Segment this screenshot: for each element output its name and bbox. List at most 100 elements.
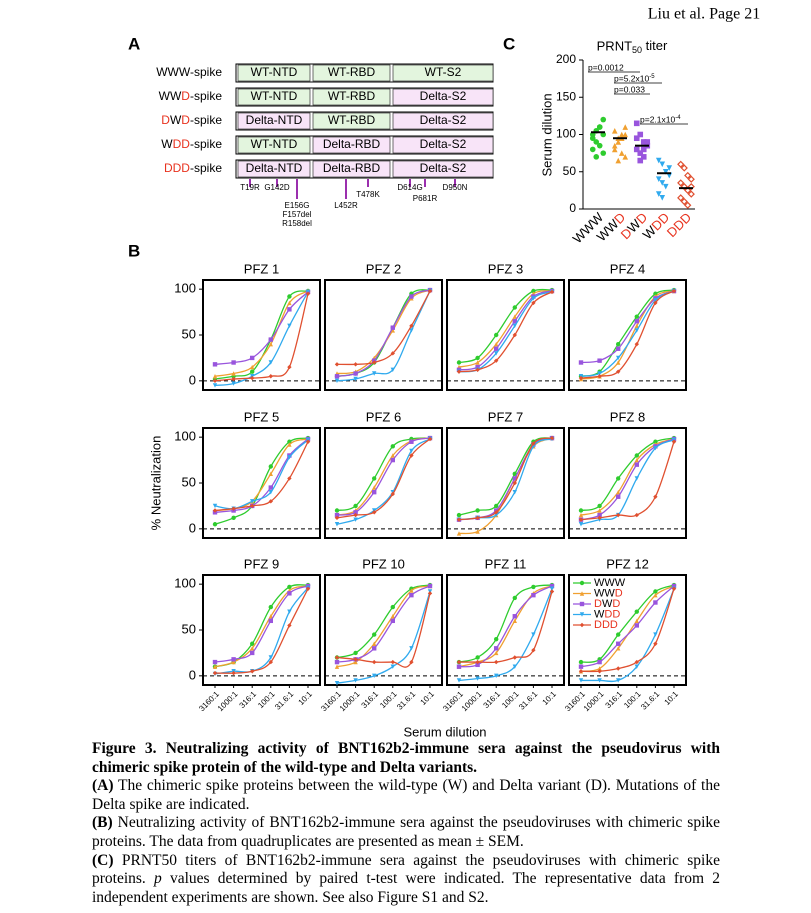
data-point: [268, 464, 273, 469]
data-point: [390, 444, 395, 449]
data-point: [409, 592, 414, 598]
data-point: [334, 512, 340, 518]
y-tick-label: 50: [182, 621, 196, 636]
data-point: [372, 646, 377, 651]
data-point: [390, 618, 395, 624]
caption-text: values determined by paired t-test were …: [92, 870, 720, 906]
fit-curve: [336, 290, 431, 366]
data-point: [409, 439, 414, 444]
data-point: [494, 358, 499, 363]
data-point: [212, 503, 218, 509]
caption-text: The chimeric spike proteins between the …: [92, 777, 720, 813]
data-point: [456, 369, 462, 374]
data-point: [334, 522, 340, 527]
data-point: [662, 168, 669, 175]
data-point: [390, 659, 395, 665]
data-point: [597, 374, 602, 379]
fit-curve: [458, 290, 553, 368]
x-tick-label: WDD: [640, 210, 673, 243]
x-tick-label: 1000:1: [338, 689, 362, 713]
data-point: [616, 346, 621, 351]
data-point: [212, 362, 218, 367]
fit-curve: [214, 291, 309, 387]
data-point: [212, 670, 218, 676]
mutation-label: E156G: [285, 201, 310, 210]
data-point: [680, 164, 688, 172]
data-point: [287, 476, 292, 481]
fit-curve: [336, 289, 431, 377]
data-point: [409, 294, 414, 299]
p-value: p=0.0012: [588, 62, 624, 72]
data-point: [596, 124, 603, 130]
subplot-title: PFZ 5: [244, 409, 279, 424]
domain-box: [237, 88, 311, 106]
data-point: [268, 655, 273, 660]
data-point: [494, 636, 499, 642]
data-point: [390, 457, 395, 463]
data-point: [268, 604, 273, 610]
data-point: [250, 646, 255, 651]
data-point: [659, 195, 666, 201]
data-point: [634, 341, 639, 347]
mutation-label: T19R: [240, 183, 260, 192]
fit-curve: [214, 587, 309, 675]
data-point: [637, 150, 644, 156]
y-tick-label: 100: [174, 281, 196, 296]
data-point: [618, 150, 625, 156]
mutation-label: D950N: [443, 183, 468, 192]
subplot-title: PFZ 11: [485, 556, 527, 571]
fit-curve: [336, 437, 431, 512]
domain-box: [237, 64, 311, 82]
panel-label: B: [128, 241, 140, 260]
data-point: [634, 623, 639, 628]
domain-box: [237, 160, 311, 178]
data-point: [644, 139, 651, 145]
fit-curve: [458, 585, 553, 668]
data-point: [372, 489, 377, 495]
construct-label: WDD-spike: [161, 137, 222, 151]
data-point: [616, 369, 621, 374]
data-point: [616, 355, 621, 361]
x-tick-label: 10:1: [297, 689, 315, 707]
y-tick-label: 200: [556, 52, 576, 66]
subplot-title: PFZ 1: [244, 261, 279, 276]
data-point: [268, 471, 273, 477]
data-point: [634, 512, 639, 518]
data-point: [390, 664, 395, 669]
data-point: [475, 508, 480, 513]
data-point: [578, 678, 584, 683]
legend-label: WWW: [594, 577, 626, 589]
domain-box: [312, 112, 391, 130]
data-point: [372, 673, 377, 679]
data-point: [616, 641, 621, 646]
data-point: [250, 364, 255, 370]
data-point: [616, 632, 621, 637]
legend-label: DWD: [594, 598, 620, 610]
data-point: [427, 583, 433, 589]
fit-curve: [336, 289, 431, 375]
data-point: [597, 659, 602, 665]
data-point: [231, 670, 236, 676]
subplot-frame: [446, 427, 565, 539]
domain-label: WT-RBD: [328, 65, 376, 79]
data-point: [353, 376, 358, 382]
domain-label: WT-NTD: [251, 65, 298, 79]
data-point: [671, 586, 677, 591]
x-tick-label: 31.6:1: [639, 689, 661, 711]
subplot-title: PFZ 12: [606, 556, 649, 571]
mutation-label: T478K: [356, 190, 380, 199]
subplot-frame: [446, 279, 565, 391]
data-point: [353, 503, 358, 509]
data-point: [611, 146, 618, 153]
data-point: [512, 618, 517, 624]
data-point: [677, 194, 685, 202]
data-point: [212, 522, 218, 527]
data-point: [409, 588, 414, 593]
data-point: [231, 515, 236, 521]
subplot-title: PFZ 2: [366, 261, 401, 276]
data-point: [597, 669, 602, 674]
data-point: [677, 179, 685, 187]
figure: Liu et al. Page 21 A C B % Neutralizatio…: [128, 6, 760, 738]
data-point: [250, 669, 255, 674]
data-point: [616, 666, 621, 671]
